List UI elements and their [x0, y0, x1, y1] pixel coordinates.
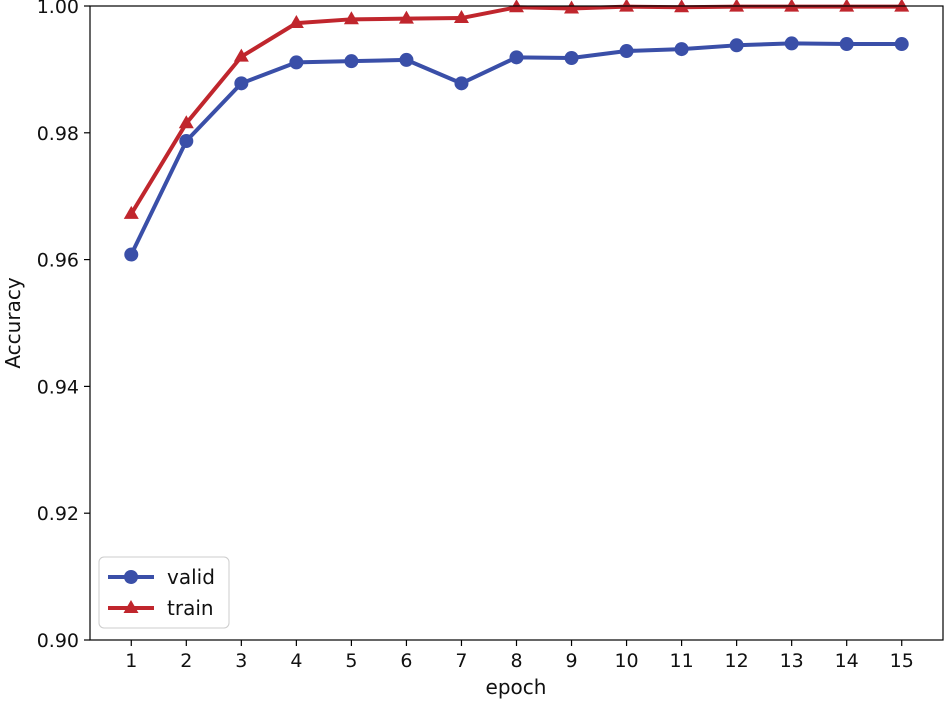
data-point-valid — [234, 76, 249, 91]
data-point-train — [343, 11, 359, 25]
y-tick-label: 0.96 — [37, 250, 79, 272]
data-point-valid — [784, 36, 799, 51]
x-tick-label: 14 — [835, 650, 859, 672]
y-tick-label: 1.00 — [37, 0, 79, 18]
data-point-valid — [564, 50, 579, 65]
x-tick-label: 11 — [670, 650, 694, 672]
series-train — [123, 0, 910, 219]
legend-swatch-marker-train — [123, 599, 139, 613]
data-point-valid — [399, 52, 414, 67]
data-point-valid — [729, 38, 744, 53]
data-point-valid — [509, 50, 524, 65]
x-tick-label: 3 — [235, 650, 247, 672]
x-tick-label: 1 — [125, 650, 137, 672]
data-point-train — [288, 15, 304, 29]
y-tick-label: 0.90 — [37, 630, 79, 652]
series-valid — [124, 36, 909, 262]
marks-layer — [123, 0, 910, 262]
data-point-valid — [674, 42, 689, 57]
x-tick-label: 5 — [345, 650, 357, 672]
legend-label-valid: valid — [167, 565, 215, 589]
series-line-train — [129, 4, 904, 216]
x-tick-label: 8 — [510, 650, 522, 672]
data-point-valid — [344, 54, 359, 69]
data-point-valid — [454, 76, 469, 91]
legend-swatch-marker-valid — [124, 570, 138, 584]
x-tick-label: 7 — [455, 650, 467, 672]
y-tick-label: 0.92 — [37, 503, 79, 525]
data-point-train — [564, 0, 580, 14]
x-tick-label: 10 — [614, 650, 638, 672]
data-point-valid — [839, 37, 854, 52]
y-tick-label: 0.98 — [37, 123, 79, 145]
data-point-valid — [289, 55, 304, 70]
y-axis-title: Accuracy — [1, 277, 25, 368]
data-point-valid — [124, 247, 139, 262]
legend-entry-valid: valid — [108, 565, 215, 589]
series-line-valid — [129, 41, 904, 257]
plot-frame — [89, 5, 944, 641]
data-point-train — [398, 10, 414, 24]
legend: valid train — [98, 556, 230, 629]
data-point-train — [233, 48, 249, 62]
data-point-valid — [619, 44, 634, 59]
x-axis-title: epoch — [486, 675, 547, 699]
legend-entry-train: train — [108, 596, 214, 620]
legend-entries: valid train — [108, 565, 215, 620]
ticks-layer: 1 2 3 4 5 6 7 8 9 10 11 12 13 14 150.900.920.940.960.9… — [37, 0, 914, 672]
legend-label-train: train — [167, 596, 214, 620]
x-tick-label: 15 — [890, 650, 914, 672]
data-point-valid — [179, 134, 194, 149]
data-point-train — [123, 205, 139, 219]
data-point-train — [178, 115, 194, 129]
x-tick-label: 12 — [725, 650, 749, 672]
data-point-valid — [894, 37, 909, 52]
x-tick-label: 4 — [290, 650, 302, 672]
x-tick-label: 9 — [565, 650, 577, 672]
data-point-train — [453, 9, 469, 23]
x-tick-label: 13 — [780, 650, 804, 672]
x-tick-label: 2 — [180, 650, 192, 672]
x-tick-label: 6 — [400, 650, 412, 672]
y-tick-label: 0.94 — [37, 376, 79, 398]
